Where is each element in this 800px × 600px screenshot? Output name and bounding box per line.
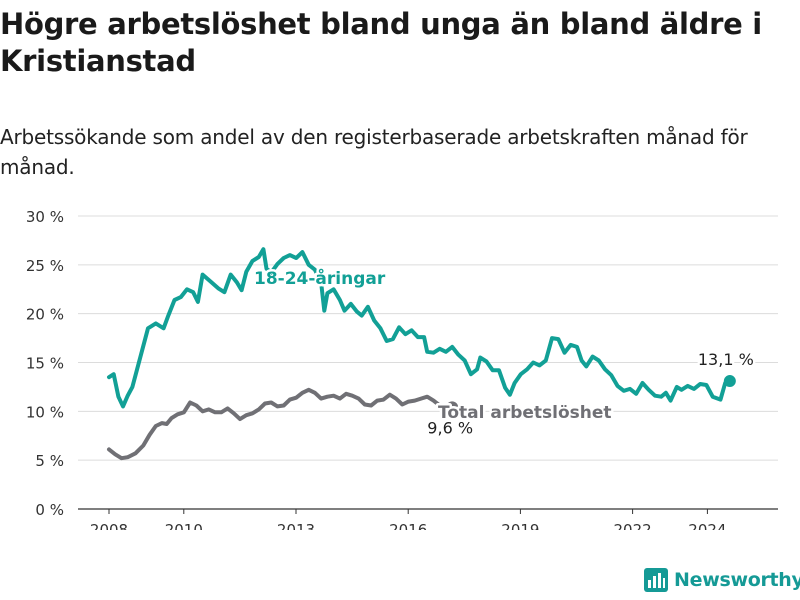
x-tick-label: 2008: [90, 521, 128, 530]
series-label-total: Total arbetslöshet: [438, 403, 612, 423]
end-point-youth: [723, 375, 736, 388]
x-tick-label: 2010: [165, 521, 203, 530]
end-label-total-halo: 9,6 %: [427, 418, 473, 437]
x-tick-label: 2016: [389, 521, 427, 530]
y-tick-label: 10 %: [26, 403, 64, 421]
y-axis-tick-labels: 0 % 5 % 10 % 15 % 20 % 25 % 30 %: [26, 208, 64, 519]
y-tick-label: 20 %: [26, 306, 64, 324]
x-tick-label: 2022: [614, 521, 652, 530]
series-label-total-halo: Total arbetslöshet: [438, 403, 612, 423]
series-line-total: [107, 387, 455, 461]
chart-title: Högre arbetslöshet bland unga än bland ä…: [0, 7, 762, 78]
x-tick-label: 2013: [277, 521, 315, 530]
grid-lines: [78, 215, 778, 510]
series-label-youth: 18-24-åringar: [254, 267, 386, 289]
newsworthy-logo: Newsworthy: [644, 568, 800, 592]
series-label-youth-halo: 18-24-åringar: [254, 267, 386, 289]
end-label-youth-halo: 13,1 %: [698, 350, 754, 369]
end-label-total: 9,6 %: [427, 418, 473, 437]
x-axis-tick-labels: 2008 2010 2013 2016 2019 2022 2024: [90, 509, 726, 530]
x-tick-label: 2024: [688, 521, 726, 530]
series-lines: [107, 247, 736, 461]
line-chart: 0 %5 %10 %15 %20 %25 %30 % 2008 2010 2013 2…: [26, 208, 778, 530]
series-line-youth: [107, 247, 732, 409]
bar-chart-icon: [644, 568, 668, 592]
y-tick-label: 30 %: [26, 208, 64, 226]
y-tick-label: 25 %: [26, 257, 64, 275]
y-tick-label: 15 %: [26, 355, 64, 373]
brand-name: Newsworthy: [674, 569, 800, 591]
end-point-total: [446, 401, 459, 414]
end-label-youth: 13,1 %: [698, 350, 754, 369]
chart-subtitle: Arbetssökande som andel av den registerb…: [0, 125, 748, 179]
y-tick-label: 5 %: [35, 452, 64, 470]
x-tick-label: 2019: [501, 521, 539, 530]
y-tick-label: 0 %: [35, 501, 64, 519]
